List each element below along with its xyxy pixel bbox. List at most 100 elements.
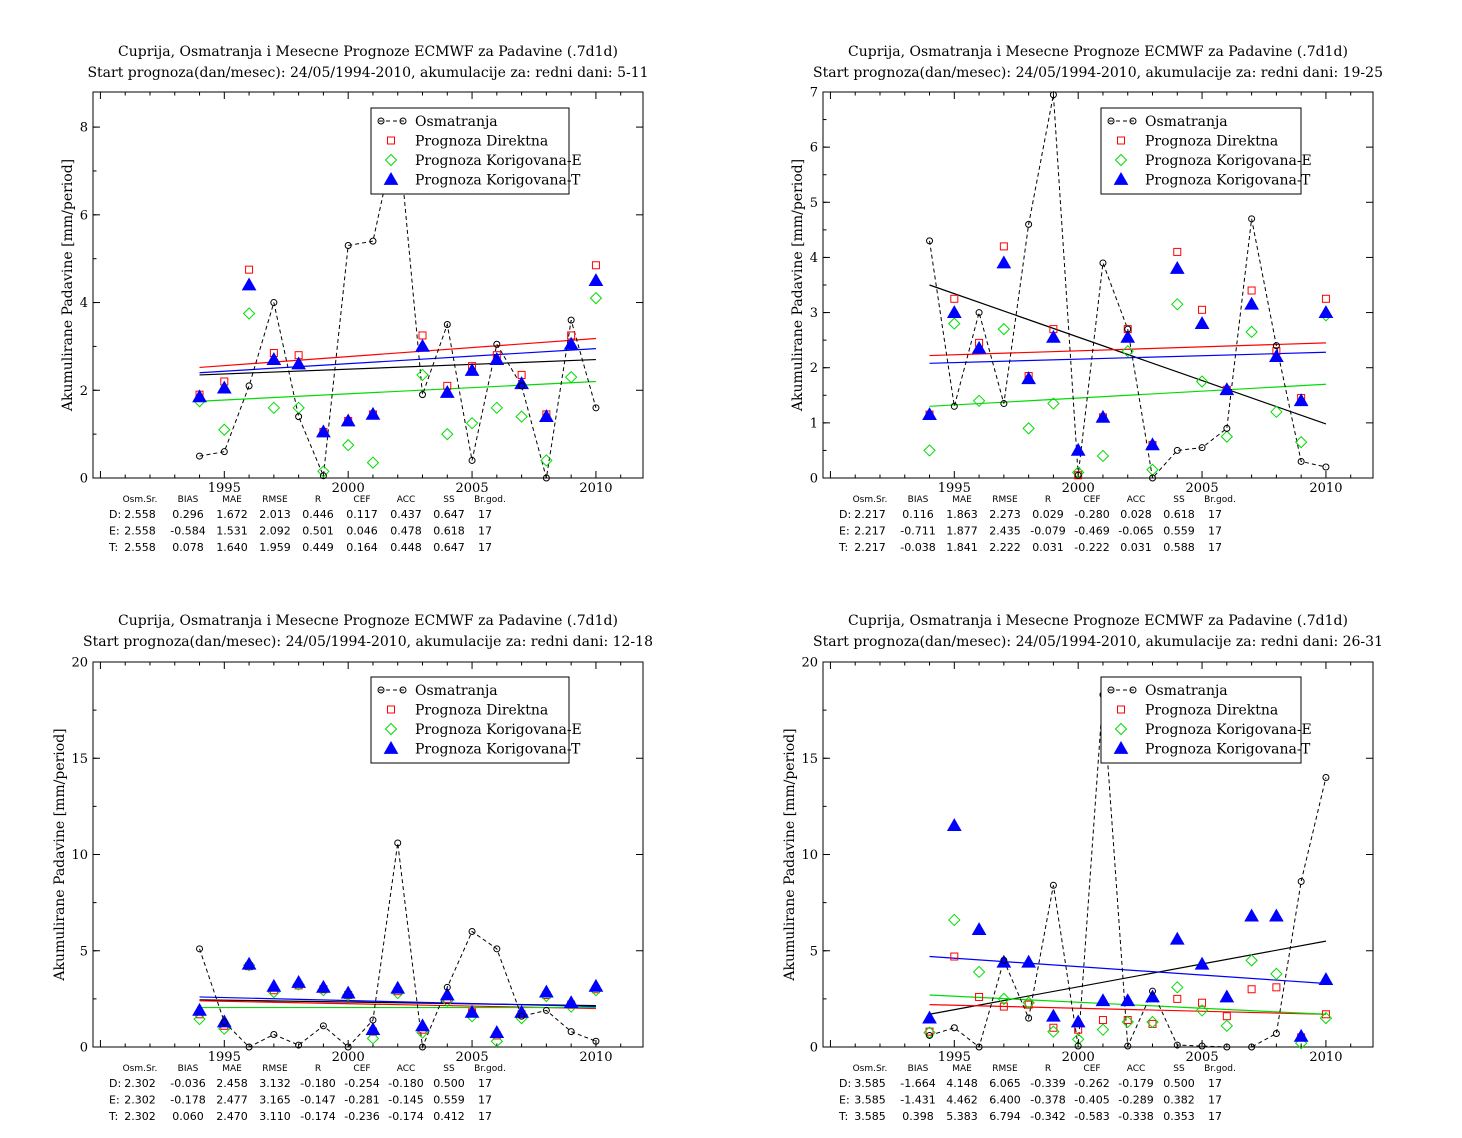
point-korE xyxy=(1195,375,1209,388)
point-korT xyxy=(464,363,480,376)
point-obs xyxy=(1124,1042,1132,1050)
point-korE xyxy=(292,401,305,415)
point-korE xyxy=(1047,1025,1060,1038)
legend-label-direct: Prognoza Direktna xyxy=(415,703,548,719)
point-direct xyxy=(591,261,600,270)
trend-line-korE xyxy=(929,383,1326,407)
stats-value: 17 xyxy=(1208,525,1222,538)
point-obs xyxy=(1173,1041,1181,1049)
point-korT xyxy=(241,956,257,970)
stats-value: -0.584 xyxy=(170,525,205,538)
point-direct xyxy=(1098,1016,1107,1025)
point-korE xyxy=(267,401,281,415)
stats-value: 2.558 xyxy=(124,525,156,538)
point-obs xyxy=(220,448,228,456)
stats-value: 17 xyxy=(1208,1094,1222,1107)
point-obs xyxy=(468,456,476,464)
stats-header: Osm.Sr. xyxy=(853,495,888,505)
stats-value: 0.448 xyxy=(390,541,422,554)
point-korT xyxy=(1070,1014,1086,1028)
point-korT xyxy=(1095,409,1111,423)
point-korT xyxy=(365,1022,381,1036)
point-korT xyxy=(922,1010,937,1024)
point-korT xyxy=(1269,908,1284,922)
stats-row-label: E: xyxy=(839,1094,850,1107)
x-tick-label: 2010 xyxy=(579,481,612,496)
point-korT xyxy=(588,273,604,286)
point-obs xyxy=(369,1016,377,1024)
legend-marker-direct xyxy=(1117,136,1125,145)
legend-marker-korT xyxy=(383,740,399,754)
point-obs xyxy=(1149,474,1157,482)
point-korT xyxy=(1244,908,1259,922)
legend-label-korE: Prognoza Korigovana-E xyxy=(415,153,582,169)
stats-value: 1.672 xyxy=(216,508,248,521)
chart-panel-3: Cuprija, Osmatranja i Mesecne Prognoze E… xyxy=(52,613,653,1123)
point-korE xyxy=(1096,1023,1110,1036)
stats-value: 0.588 xyxy=(1163,541,1195,554)
stats-value: 0.046 xyxy=(346,525,378,538)
y-axis-label: Akumulirane Padavine [mm/period] xyxy=(52,728,68,981)
x-tick-label: 2005 xyxy=(456,1050,489,1065)
stats-value: 2.470 xyxy=(216,1110,248,1123)
stats-header: RMSE xyxy=(992,495,1018,505)
point-korE xyxy=(366,456,380,469)
point-obs xyxy=(975,309,983,317)
stats-row-label: D: xyxy=(109,1077,121,1090)
stats-header: MAE xyxy=(952,1064,972,1074)
stats-value: 0.117 xyxy=(346,508,378,521)
stats-value: -0.038 xyxy=(900,541,935,554)
point-korE xyxy=(972,394,986,408)
y-tick-label: 10 xyxy=(71,848,88,863)
point-direct xyxy=(418,331,427,340)
x-tick-label: 1995 xyxy=(208,1050,241,1065)
point-obs xyxy=(295,413,303,421)
point-obs xyxy=(443,983,451,991)
point-korE xyxy=(242,307,256,320)
point-korT xyxy=(514,1004,529,1018)
point-direct xyxy=(925,1027,934,1036)
point-direct xyxy=(1198,305,1207,314)
stats-value: 3.165 xyxy=(259,1094,291,1107)
stats-value: 0.028 xyxy=(1120,508,1152,521)
point-obs xyxy=(319,1022,327,1030)
stats-value: 0.500 xyxy=(1163,1077,1195,1090)
stats-row-label: E: xyxy=(109,1094,120,1107)
stats-row-label: E: xyxy=(839,525,850,538)
point-korT xyxy=(1318,305,1334,318)
point-korE xyxy=(1319,1011,1333,1025)
point-korE xyxy=(1294,435,1308,449)
y-tick-label: 1 xyxy=(810,416,818,431)
point-obs xyxy=(1074,1042,1082,1050)
stats-value: -0.281 xyxy=(344,1094,379,1107)
stats-value: 0.412 xyxy=(433,1110,465,1123)
point-obs xyxy=(1322,463,1330,471)
point-obs xyxy=(567,316,575,324)
legend-box xyxy=(370,676,570,764)
stats-value: 0.437 xyxy=(390,508,422,521)
stats-value: -0.147 xyxy=(300,1094,335,1107)
point-korT xyxy=(1145,989,1160,1003)
y-tick-label: 15 xyxy=(71,752,88,767)
stats-header: MAE xyxy=(222,495,242,505)
chart-subtitle: Start prognoza(dan/mesec): 24/05/1994-20… xyxy=(87,65,648,81)
point-korT xyxy=(1219,382,1235,396)
point-obs xyxy=(1173,446,1181,454)
legend-box xyxy=(370,107,570,195)
legend-label-obs: Osmatranja xyxy=(415,114,498,130)
point-direct xyxy=(1222,1012,1231,1021)
legend-marker-direct xyxy=(387,136,395,145)
stats-value: 1.959 xyxy=(259,541,291,554)
stats-header: Br.god. xyxy=(1204,1064,1236,1074)
stats-value: 3.585 xyxy=(854,1077,886,1090)
point-korT xyxy=(192,389,207,403)
stats-value: 5.383 xyxy=(946,1110,978,1123)
stats-value: 1.877 xyxy=(946,525,978,538)
stats-value: 0.398 xyxy=(902,1110,934,1123)
point-korE xyxy=(317,465,330,478)
stats-value: 17 xyxy=(478,1110,492,1123)
point-korT xyxy=(1318,972,1334,985)
stats-value: 0.296 xyxy=(172,508,204,521)
y-axis-label: Akumulirane Padavine [mm/period] xyxy=(790,159,806,412)
